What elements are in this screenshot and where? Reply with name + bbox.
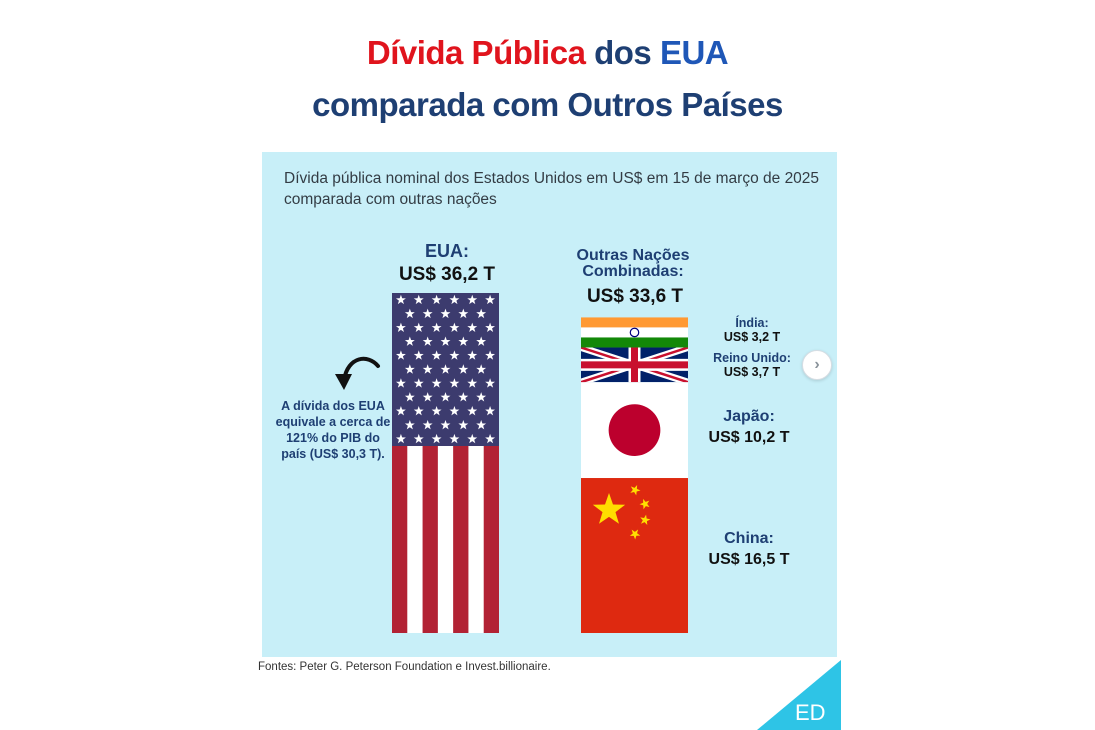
uk-label: Reino Unido: US$ 3,7 T [687, 351, 817, 379]
india-label: Índia: US$ 3,2 T [687, 316, 817, 344]
japan-value: US$ 10,2 T [708, 429, 790, 446]
uk-value: US$ 3,7 T [723, 365, 781, 379]
curved-arrow-icon [335, 356, 380, 390]
title-red-part: Dívida Pública [366, 34, 586, 71]
logo-text: ED [795, 700, 826, 725]
china-value: US$ 16,5 T [708, 551, 790, 568]
china-label: China: US$ 16,5 T [684, 528, 814, 570]
title-line-1: Dívida Pública dos EUA [0, 34, 1095, 72]
chart-panel [262, 152, 837, 657]
next-slide-button[interactable]: › [802, 350, 832, 380]
others-bar-header: Outras Nações Combinadas: [576, 247, 690, 280]
china-name: China: [724, 530, 774, 547]
india-name: Índia: [735, 316, 769, 330]
us-bar-total: US$ 36,2 T [398, 264, 496, 285]
uk-name: Reino Unido: [713, 351, 791, 365]
us-bar-header: EUA: [425, 241, 469, 261]
sources-note: Fontes: Peter G. Peterson Foundation e I… [258, 661, 551, 673]
india-value: US$ 3,2 T [723, 330, 781, 344]
title-navy-part: dos [585, 34, 660, 71]
logo-corner [757, 660, 841, 730]
chevron-right-icon: › [814, 356, 820, 373]
title-line-2: comparada com Outros Países [312, 86, 783, 123]
japan-name: Japão: [723, 408, 775, 425]
japan-label: Japão: US$ 10,2 T [684, 406, 814, 448]
chart-subtitle: Dívida pública nominal dos Estados Unido… [284, 170, 820, 208]
gdp-note: A dívida dos EUA equivale a cerca de 121… [275, 399, 391, 461]
title-blue-part: EUA [659, 34, 729, 71]
others-bar-total: US$ 33,6 T [586, 286, 684, 307]
